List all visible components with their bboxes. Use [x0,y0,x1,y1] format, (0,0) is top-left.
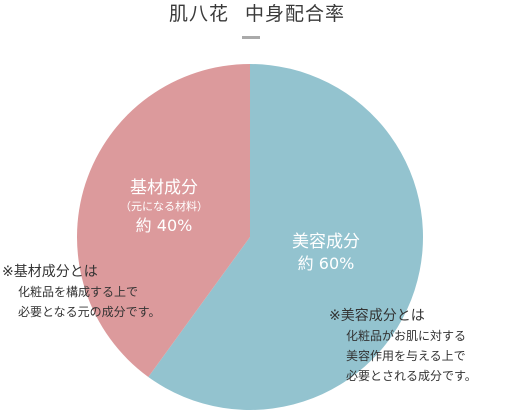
note-beauty: ※美容成分とは 化粧品がお肌に対する 美容作用を与える上で 必要とされる成分です… [329,306,477,386]
note-beauty-line: 化粧品がお肌に対する [346,329,467,343]
pie-slice-beauty [148,64,424,410]
title-underline [242,36,260,39]
note-base: ※基材成分とは 化粧品を構成する上で 必要となる元の成分です。 [2,262,160,322]
slice-subtitle-base: （元になる材料） [120,200,208,213]
slice-percent-base: 約 40% [135,216,193,235]
slice-label-beauty: 美容成分 約 60% [271,231,381,275]
slice-name-beauty: 美容成分 [292,232,360,252]
pie-slice-base [77,64,251,377]
slice-name-base: 基材成分 [130,178,198,198]
note-base-title: ※基材成分とは [2,264,98,280]
note-base-line: 必要となる元の成分です。 [18,305,161,319]
note-base-line: 化粧品を構成する上で [18,285,139,299]
title-left: 肌八花 [168,3,229,25]
chart-title: 肌八花 中身配合率 [0,0,514,28]
title-right: 中身配合率 [245,3,346,25]
note-beauty-title: ※美容成分とは [329,308,425,324]
slice-percent-beauty: 約 60% [297,254,355,273]
note-beauty-line: 美容作用を与える上で [346,349,466,363]
note-beauty-line: 必要とされる成分です。 [346,369,477,383]
slice-label-base: 基材成分 （元になる材料） 約 40% [112,177,216,237]
